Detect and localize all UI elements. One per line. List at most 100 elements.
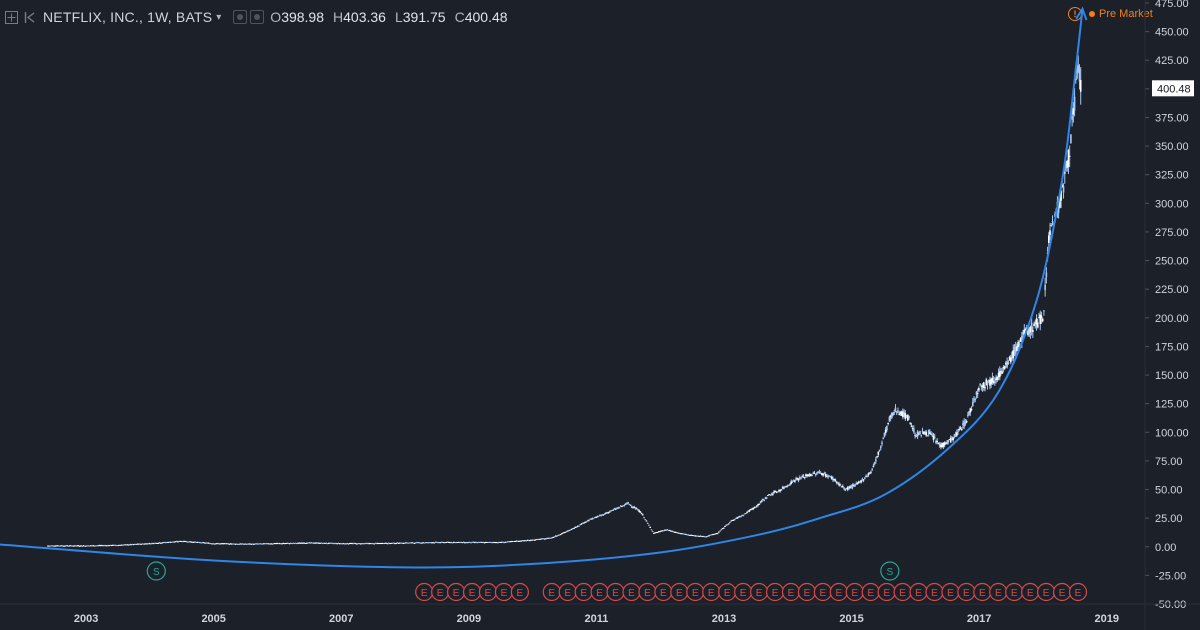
dividend-marker[interactable] <box>146 561 166 581</box>
candle-body <box>894 407 897 411</box>
candle-body <box>243 543 245 545</box>
candle-body <box>676 532 678 534</box>
pre-market-indicator[interactable]: ! Pre Market <box>1068 7 1153 21</box>
candle-body <box>175 541 178 543</box>
candle-body <box>134 543 136 545</box>
collapse-arrow-icon[interactable] <box>24 11 37 24</box>
symbol-title[interactable]: NETFLIX, INC., 1W, BATS <box>43 9 213 25</box>
candle-body <box>865 476 867 478</box>
candle-body <box>651 531 654 533</box>
candle-body <box>1065 161 1067 169</box>
candle-body <box>81 545 83 547</box>
candle-body <box>416 542 418 544</box>
candle-body <box>551 537 553 539</box>
candle-body <box>803 477 806 479</box>
candle-body <box>464 542 466 544</box>
candle-body <box>314 542 317 544</box>
candle-body <box>267 543 270 545</box>
earnings-marker[interactable] <box>510 582 529 602</box>
candle-body <box>477 542 480 544</box>
candle-body <box>70 545 72 547</box>
candle-body <box>579 524 582 526</box>
candle-body <box>1007 362 1010 364</box>
candle-body <box>816 472 818 475</box>
candle-body <box>492 542 494 544</box>
candle-body <box>983 382 985 388</box>
candle-body <box>608 511 611 513</box>
candle-body <box>641 514 644 516</box>
candle-body <box>741 515 743 517</box>
trend-curve[interactable] <box>0 6 1088 569</box>
candle-body <box>830 476 833 479</box>
candle-body <box>347 543 350 545</box>
candle-body <box>475 541 477 543</box>
candle-body <box>653 532 655 534</box>
candle-body <box>411 542 413 544</box>
candle-body <box>109 544 112 546</box>
candle-body <box>935 440 937 443</box>
candle-body <box>606 512 609 514</box>
candle-body <box>304 543 307 545</box>
candle-body <box>121 544 124 546</box>
candle-body <box>778 490 780 492</box>
candle-body <box>277 543 280 545</box>
candle-body <box>391 542 394 544</box>
candle-body <box>953 434 956 436</box>
last-price-label: 400.48 <box>1157 83 1191 95</box>
candle-body <box>538 538 541 540</box>
earnings-label: E <box>899 588 906 599</box>
candle-body <box>386 543 389 545</box>
earnings-marker[interactable] <box>1068 582 1088 602</box>
candle-body <box>534 539 536 541</box>
candle-body <box>202 542 205 544</box>
candle-body <box>312 542 314 544</box>
candle-body <box>183 540 185 542</box>
candle-body <box>181 541 184 543</box>
candle-body <box>412 542 415 544</box>
visibility-icon[interactable] <box>250 10 265 24</box>
chevron-down-icon[interactable]: ▾ <box>216 11 222 23</box>
candle-body <box>287 542 290 544</box>
candle-body <box>904 413 907 419</box>
candle-body <box>980 385 983 387</box>
expand-icon[interactable] <box>5 10 18 24</box>
earnings-label: E <box>1027 588 1034 599</box>
candle-body <box>443 542 445 544</box>
candle-body <box>1038 317 1040 319</box>
candle-body <box>71 545 74 547</box>
candle-body <box>583 522 585 524</box>
candle-body <box>710 534 713 536</box>
candle-body <box>232 543 234 545</box>
candle-body <box>504 541 507 543</box>
candle-body <box>493 541 496 543</box>
candle-body <box>509 541 512 543</box>
candle-body <box>200 542 202 544</box>
candle-body <box>74 545 76 547</box>
candle-body <box>688 534 691 536</box>
candle-body <box>656 532 659 534</box>
candle-body <box>736 517 739 519</box>
candle-body <box>613 508 616 510</box>
candle-body <box>588 520 590 522</box>
candle-body <box>645 520 648 522</box>
candle-body <box>527 540 530 542</box>
candle-body <box>254 543 256 545</box>
candle-body <box>86 545 88 547</box>
candle-body <box>704 536 707 538</box>
candle-body <box>224 543 227 545</box>
y-tick-label: 300.00 <box>1155 198 1189 210</box>
candle-body <box>585 521 588 523</box>
candle-body <box>992 380 995 384</box>
candle-body <box>1030 322 1033 331</box>
candle-body <box>433 542 436 544</box>
trend-curve-line[interactable] <box>0 8 1084 569</box>
candle-body <box>962 423 964 426</box>
candle-body <box>984 387 986 389</box>
settings-icon[interactable] <box>233 10 248 24</box>
candle-body <box>250 543 253 545</box>
dividend-marker[interactable] <box>880 561 900 581</box>
candle-body <box>104 545 107 547</box>
candle-body <box>648 524 650 526</box>
candle-body <box>169 541 172 543</box>
